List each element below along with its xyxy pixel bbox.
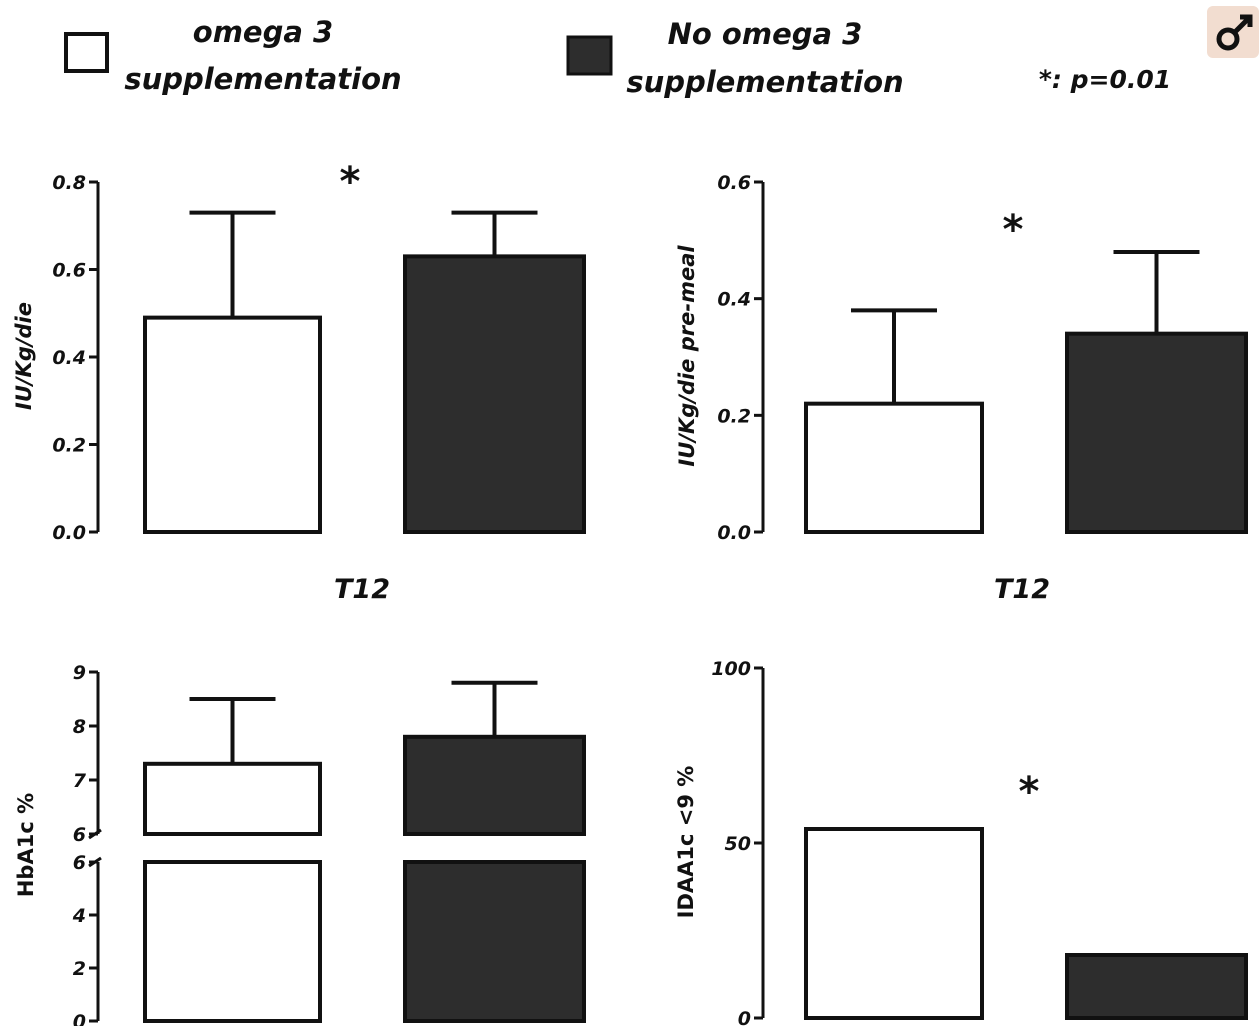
panel-hba1c-bar-upper-2 — [403, 734, 586, 836]
panel-hba1c-ytick-label-7: 9 — [73, 662, 86, 684]
panel-idaa1c-ylabel: IDAA1c <9 % — [674, 766, 698, 919]
panel-insulin-premeal-ytick-label-3: 0.6 — [717, 172, 751, 194]
panel-hba1c-ytick-label-5: 7 — [73, 770, 87, 792]
panel-idaa1c-bar-2 — [1065, 953, 1248, 1020]
panel-insulin-premeal-ytick-label-1: 0.2 — [717, 405, 751, 427]
panel-hba1c-ytick-label-0: 0 — [73, 1011, 86, 1026]
panel-hba1c: 0 2 4 6 6 7 8 9 HbA1c % — [14, 662, 600, 1030]
panel-hba1c-bar-lower-1 — [143, 860, 322, 1023]
panel-insulin-dose-ytick-label-1: 0.2 — [52, 435, 86, 457]
panel-insulin-dose-significance: * — [340, 159, 361, 205]
panel-hba1c-bar-upper-1 — [143, 761, 322, 836]
panel-hba1c-ytick-label-2: 4 — [72, 905, 86, 927]
legend: omega 3 supplementation No omega 3 suppl… — [64, 15, 1171, 99]
panel-insulin-dose: 0.0 0.2 0.4 0.6 0.8 IU/Kg/die T12 * — [12, 159, 586, 605]
panel-idaa1c-significance: * — [1019, 769, 1040, 815]
legend-label-no-omega3-line1: No omega 3 — [668, 17, 863, 51]
panel-hba1c-axis-break — [90, 836, 600, 860]
legend-label-omega3-line1: omega 3 — [193, 15, 333, 49]
legend-swatch-omega3 — [64, 32, 109, 73]
panel-insulin-dose-xlabel: T12 — [334, 574, 390, 605]
panel-hba1c-ytick-label-4: 6 — [73, 824, 86, 846]
panel-insulin-premeal-bar-1 — [804, 401, 984, 534]
panel-insulin-dose-ytick-label-2: 0.4 — [52, 347, 86, 369]
male-symbol-icon — [1207, 6, 1259, 58]
panel-insulin-dose-bar-2 — [403, 254, 586, 534]
panel-hba1c-ylabel: HbA1c % — [14, 793, 38, 897]
panel-insulin-premeal: 0.0 0.2 0.4 0.6 IU/Kg/die pre-meal T12 * — [675, 172, 1248, 605]
panel-insulin-premeal-bar-2 — [1065, 331, 1248, 534]
panel-insulin-dose-ytick-label-3: 0.6 — [52, 260, 86, 282]
panel-hba1c-ytick-label-6: 8 — [73, 716, 86, 738]
panel-idaa1c-ytick-label-1: 50 — [725, 833, 751, 855]
panel-insulin-dose-bar-1 — [143, 315, 322, 534]
panel-insulin-premeal-xlabel: T12 — [994, 574, 1050, 605]
panel-hba1c-ytick-label-3: 6 — [73, 852, 86, 874]
legend-swatch-no-omega3 — [566, 35, 613, 76]
panel-insulin-dose-ytick-label-4: 0.8 — [52, 172, 86, 194]
panel-insulin-premeal-ytick-label-2: 0.4 — [717, 289, 751, 311]
panel-insulin-dose-ylabel: IU/Kg/die — [12, 302, 36, 410]
panel-idaa1c: 0 50 100 IDAA1c <9 % * — [674, 658, 1248, 1030]
panel-insulin-premeal-significance: * — [1003, 207, 1024, 253]
panel-insulin-premeal-ylabel: IU/Kg/die pre-meal — [675, 245, 699, 467]
legend-label-omega3-line2: supplementation — [124, 62, 401, 96]
panel-hba1c-ytick-label-1: 2 — [73, 958, 86, 980]
panel-insulin-dose-ytick-label-0: 0.0 — [52, 522, 86, 544]
panel-hba1c-bar-lower-2 — [403, 860, 586, 1023]
legend-label-no-omega3-line2: supplementation — [626, 65, 903, 99]
panel-idaa1c-ytick-label-2: 100 — [711, 658, 751, 680]
significance-note: *: p=0.01 — [1039, 65, 1171, 94]
panel-insulin-premeal-ytick-label-0: 0.0 — [717, 522, 751, 544]
panel-idaa1c-ytick-label-0: 0 — [738, 1008, 751, 1026]
panel-idaa1c-bar-1 — [804, 827, 984, 1020]
